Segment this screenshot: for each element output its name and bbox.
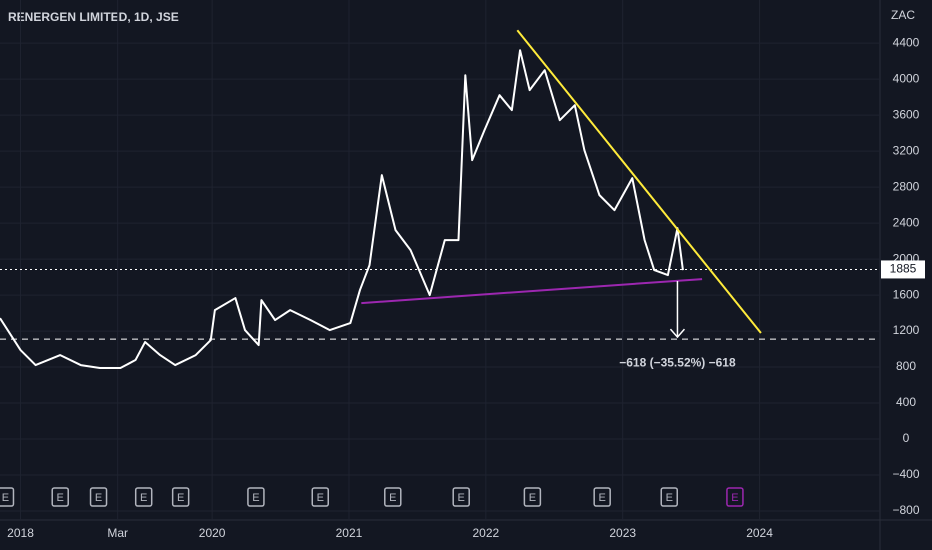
y-tick-label: 4400 bbox=[893, 35, 920, 49]
last-price-label: 1885 bbox=[890, 262, 917, 276]
earnings-label: E bbox=[57, 492, 64, 504]
x-tick-label: 2024 bbox=[746, 526, 773, 540]
x-tick-label: 2022 bbox=[472, 526, 499, 540]
earnings-label: E bbox=[140, 492, 147, 504]
earnings-marker bbox=[89, 487, 108, 507]
last-price-box bbox=[881, 260, 925, 279]
y-tick-label: 1200 bbox=[893, 323, 920, 337]
earnings-label: E bbox=[2, 492, 9, 504]
earnings-marker bbox=[51, 487, 69, 507]
y-tick-label: 3200 bbox=[893, 143, 920, 157]
earnings-marker bbox=[726, 487, 744, 507]
y-tick-label: −800 bbox=[892, 503, 919, 517]
trendline bbox=[516, 29, 762, 334]
earnings-label: E bbox=[666, 492, 673, 504]
annotation: −618 (−35.52%) −618 bbox=[619, 356, 736, 370]
earnings-marker bbox=[134, 487, 153, 507]
x-tick-label: 2021 bbox=[336, 526, 363, 540]
y-tick-label: 2800 bbox=[893, 179, 920, 193]
y-tick-label: 4000 bbox=[893, 71, 920, 85]
earnings-label: E bbox=[317, 492, 324, 504]
earnings-label: E bbox=[599, 492, 606, 504]
chart-title: RENERGEN LIMITED, 1D, JSE bbox=[8, 10, 179, 24]
y-tick-label: 3600 bbox=[893, 107, 920, 121]
earnings-label: E bbox=[252, 492, 259, 504]
earnings-label: E bbox=[529, 492, 536, 504]
x-tick-label: Mar bbox=[107, 526, 128, 540]
price-line bbox=[0, 49, 684, 370]
y-axis-label: ZAC bbox=[891, 8, 915, 22]
y-tick-label: 800 bbox=[896, 359, 916, 373]
earnings-marker bbox=[0, 487, 15, 507]
earnings-marker bbox=[247, 487, 265, 507]
earnings-marker bbox=[523, 487, 542, 507]
y-tick-label: 400 bbox=[896, 395, 916, 409]
earnings-label: E bbox=[95, 492, 102, 504]
x-tick-label: 2020 bbox=[199, 526, 226, 540]
earnings-label: E bbox=[458, 492, 465, 504]
earnings-marker bbox=[171, 487, 190, 507]
earnings-label: E bbox=[389, 492, 396, 504]
earnings-label: E bbox=[731, 492, 738, 504]
trendline bbox=[361, 278, 703, 305]
y-tick-label: 1600 bbox=[893, 287, 920, 301]
earnings-marker bbox=[452, 487, 470, 507]
earnings-marker bbox=[593, 487, 611, 507]
x-tick-label: 2018 bbox=[7, 526, 34, 540]
arrow bbox=[669, 281, 686, 339]
earnings-marker bbox=[311, 487, 329, 507]
y-tick-label: 0 bbox=[903, 431, 910, 445]
earnings-marker bbox=[660, 487, 678, 507]
y-tick-label: 2400 bbox=[893, 215, 920, 229]
earnings-marker bbox=[384, 487, 402, 507]
earnings-label: E bbox=[177, 492, 184, 504]
y-tick-label: −400 bbox=[892, 467, 919, 481]
x-tick-label: 2023 bbox=[609, 526, 636, 540]
